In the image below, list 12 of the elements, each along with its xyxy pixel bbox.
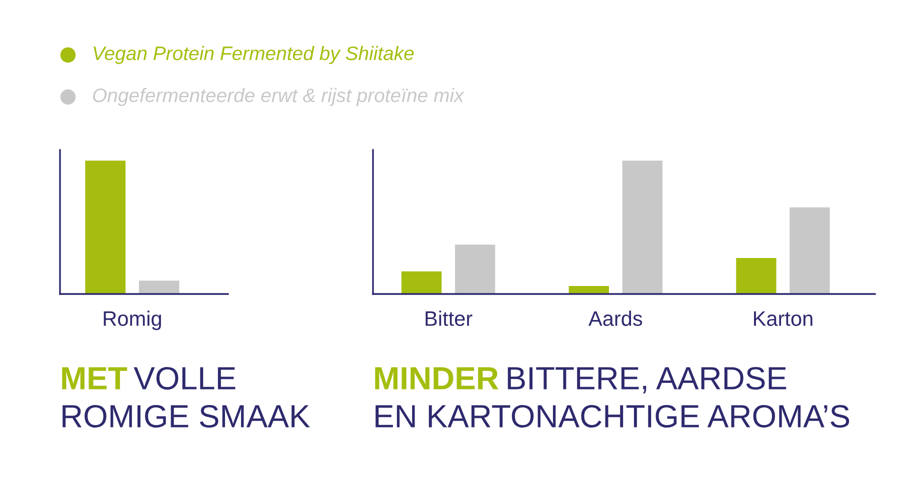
bar xyxy=(790,207,830,294)
text: MET VOLLE ROMIGE SMAAK xyxy=(62,366,310,428)
x-tick-label: Romig xyxy=(104,310,161,330)
bar xyxy=(736,258,776,294)
legend-label: Vegan Protein Fermented by Shiitake xyxy=(94,46,414,64)
bar xyxy=(622,160,662,294)
x-tick-label: Karton xyxy=(754,311,812,326)
text: MINDER BITTERE, AARDSE EN KARTONACHTIGE AROMA’S xyxy=(375,366,850,428)
bar xyxy=(454,244,496,294)
x-tick-label: Aards xyxy=(588,310,642,326)
bar xyxy=(401,271,442,294)
x-tick-label: Bitter xyxy=(426,310,472,326)
